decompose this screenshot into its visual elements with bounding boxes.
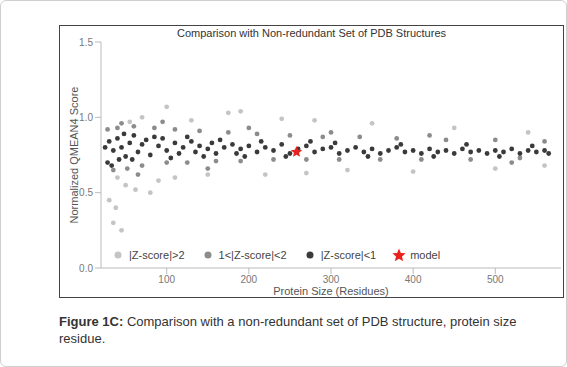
html-text:model: model: [410, 249, 441, 261]
svg-text:Normalized QMEAN4 Score: Normalized QMEAN4 Score: [68, 87, 80, 224]
svg-text:0.0: 0.0: [79, 263, 93, 274]
svg-text:0.5: 0.5: [79, 187, 93, 198]
html-text:|Z-score|<1: |Z-score|<1: [320, 249, 377, 261]
svg-text:1.0: 1.0: [79, 112, 93, 123]
svg-text:300: 300: [323, 274, 340, 285]
html-text:|Z-score|>2: |Z-score|>2: [129, 249, 185, 261]
svg-text:400: 400: [405, 274, 422, 285]
html-text:1<|Z-score|<2: 1<|Z-score|<2: [218, 249, 287, 261]
svg-text:Protein Size (Residues): Protein Size (Residues): [273, 285, 389, 297]
html-text:Figure 1C: Comparison with a n: Figure 1C: Comparison with a non-redunda…: [59, 314, 517, 346]
svg-text:500: 500: [487, 274, 504, 285]
svg-text:200: 200: [241, 274, 258, 285]
svg-text:1.5: 1.5: [79, 37, 93, 48]
svg-text:100: 100: [158, 274, 175, 285]
html-text:Comparison with Non-redundant: Comparison with Non-redundant Set of PDB…: [177, 27, 446, 39]
